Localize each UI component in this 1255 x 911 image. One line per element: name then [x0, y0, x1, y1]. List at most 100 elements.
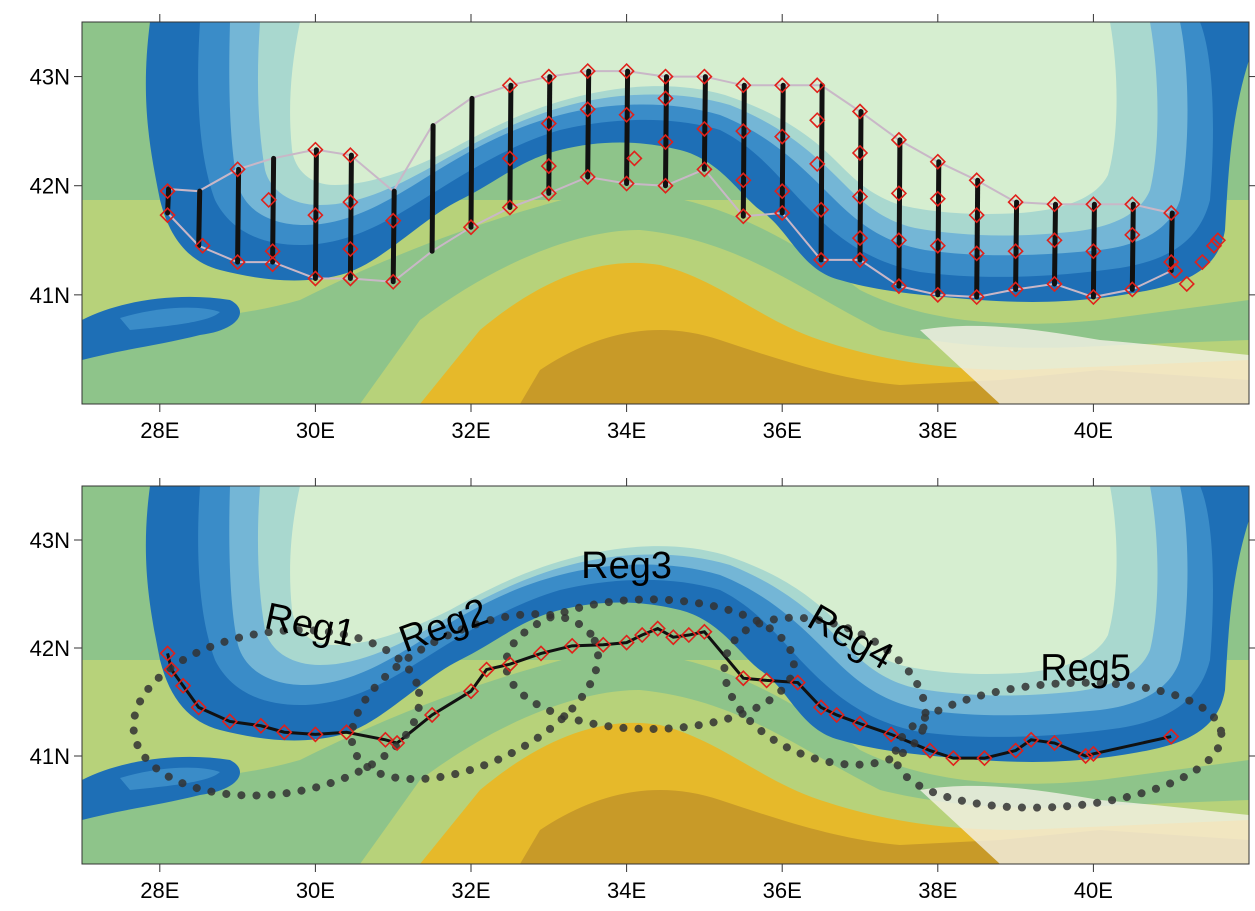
station-marker [423, 706, 441, 724]
x-tick-label: 34E [607, 418, 646, 443]
station-marker [774, 183, 791, 200]
station-marker [1209, 232, 1227, 249]
station-marker [307, 207, 324, 224]
station-marker [478, 661, 495, 678]
station-marker [618, 106, 635, 123]
map-axes: 28E 30E 32E 34E 36E 38E 40E 43N 42N 41N [30, 14, 1255, 443]
region-label: Reg3 [581, 545, 672, 587]
station-marker [696, 120, 713, 138]
station-marker [890, 131, 908, 149]
map-panel-bottom: Reg1 Reg2 Reg3 Reg4 Reg5 28E 30E 32E 34E 36E 38E 4… [0, 460, 1255, 906]
station-marker [774, 128, 791, 145]
region-ellipse [347, 610, 603, 784]
station-marker [595, 636, 612, 653]
y-tick-label: 43N [30, 528, 70, 553]
y-tick-label: 43N [30, 65, 70, 90]
station-marker [851, 715, 869, 732]
region-ellipse [502, 595, 798, 733]
station-marker [1166, 262, 1184, 279]
station-marker [680, 626, 697, 644]
transect-line [312, 147, 319, 281]
station-marker [735, 77, 752, 94]
station-marker [649, 620, 666, 637]
station-marker [462, 683, 480, 700]
station-marker [851, 251, 869, 269]
station-marker [976, 750, 993, 767]
station-marker [626, 150, 643, 167]
station-marker [851, 144, 869, 162]
map-panel-top: 28E 30E 32E 34E 36E 38E 40E 43N 42N 41N [30, 14, 1255, 443]
station-marker [890, 277, 908, 295]
station-marker [735, 208, 752, 225]
transect-line [663, 74, 669, 189]
station-marker [929, 190, 946, 207]
station-marker [851, 188, 869, 205]
station-marker [929, 153, 946, 170]
x-tick-label: 30E [296, 878, 335, 903]
station-marker [1046, 275, 1063, 293]
station-marker [968, 207, 985, 224]
station-marker [968, 245, 985, 262]
station-marker [657, 90, 674, 107]
station-marker [851, 103, 869, 120]
station-marker [1124, 226, 1141, 243]
station-marker [307, 726, 324, 743]
station-marker [342, 240, 359, 258]
y-tick-label: 41N [30, 744, 70, 769]
bathymetry-map-top: 28E 30E 32E 34E 36E 38E 40E 43N 42N 41N [30, 14, 1255, 443]
station-marker [159, 207, 176, 224]
station-marker [264, 256, 281, 273]
station-marker [1085, 243, 1102, 260]
station-marker [307, 141, 324, 158]
station-marker [657, 133, 674, 151]
station-marker [540, 185, 557, 202]
x-tick-label: 36E [763, 418, 802, 443]
station-marker [1007, 193, 1024, 211]
station-marker [890, 232, 908, 249]
station-marker [618, 634, 635, 651]
station-marker [579, 168, 596, 186]
station-marker [735, 670, 752, 687]
station-markers [159, 620, 1180, 767]
y-tick-label: 42N [30, 636, 70, 661]
station-marker [501, 656, 519, 673]
station-marker [307, 270, 324, 287]
station-marker [696, 68, 713, 85]
station-marker [1163, 728, 1180, 745]
station-marker [175, 677, 192, 694]
y-tick-label: 42N [30, 174, 70, 199]
transect-line [779, 82, 786, 216]
station-marker [774, 204, 791, 222]
x-tick-label: 38E [918, 878, 957, 903]
station-marker [1178, 275, 1195, 293]
station-marker [190, 699, 207, 716]
station-marker [657, 68, 674, 85]
transect-line [585, 68, 592, 180]
station-marker [1023, 731, 1040, 748]
station-marker [252, 717, 270, 734]
y-tick-label: 41N [30, 283, 70, 308]
station-marker [968, 288, 985, 306]
transect-line [1090, 201, 1097, 300]
station-marker [696, 623, 713, 640]
station-marker [221, 713, 238, 730]
station-marker [1007, 281, 1024, 298]
transect-line [1052, 201, 1058, 287]
station-marker [882, 726, 900, 743]
station-marker [1163, 204, 1180, 222]
station-marker [1194, 253, 1211, 271]
station-marker [1085, 745, 1102, 762]
station-marker [812, 201, 830, 218]
transect-line [974, 177, 981, 300]
station-marker [758, 672, 775, 689]
x-tick-label: 30E [296, 418, 335, 443]
station-marker [968, 172, 985, 189]
transect-line [624, 68, 631, 187]
region-ellipse [129, 626, 424, 800]
station-marker [229, 161, 246, 178]
station-marker [657, 177, 674, 194]
station-marker [540, 157, 557, 175]
x-tick-label: 40E [1074, 878, 1113, 903]
station-marker [564, 637, 581, 654]
